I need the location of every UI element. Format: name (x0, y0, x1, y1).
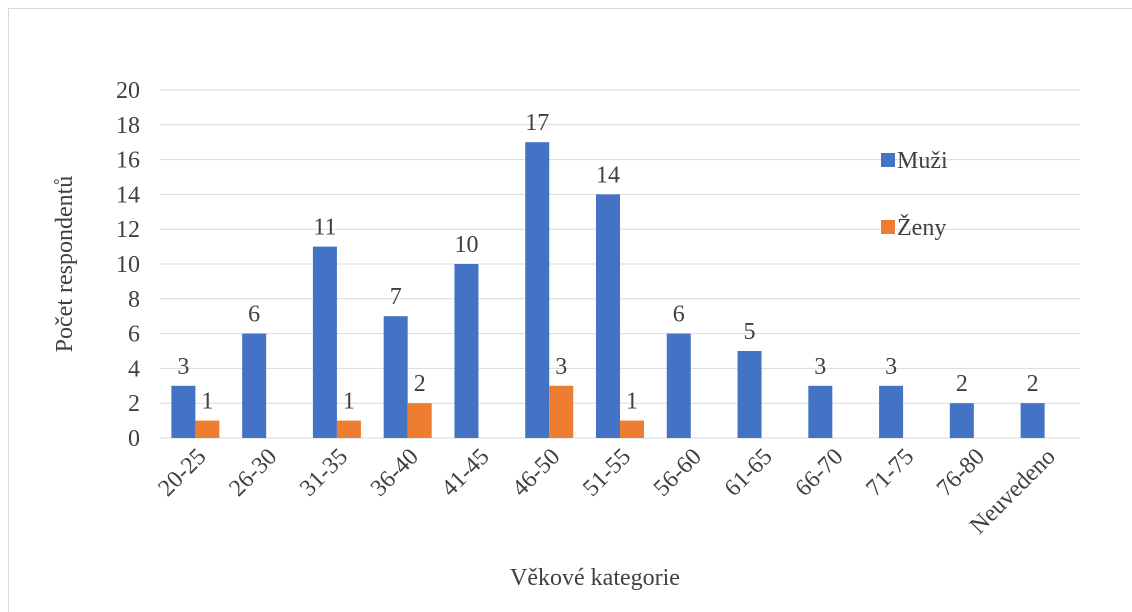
legend-label: Muži (897, 148, 948, 174)
y-tick-label: 4 (128, 356, 140, 382)
data-label: 3 (885, 354, 897, 380)
legend-swatch (881, 220, 895, 234)
bar (383, 316, 408, 438)
bar (171, 385, 196, 438)
bar (620, 420, 644, 438)
bar (336, 420, 361, 438)
y-tick-label: 8 (128, 287, 140, 313)
bar (549, 385, 574, 438)
y-tick-label: 20 (116, 78, 140, 104)
x-tick-label: 76-80 (932, 444, 990, 502)
x-tick-label: 61-65 (720, 444, 778, 502)
x-tick-label: 46-50 (507, 444, 565, 502)
y-tick-label: 2 (128, 391, 140, 417)
x-tick-label: 41-45 (437, 444, 495, 502)
bar (407, 403, 432, 438)
bar (737, 351, 762, 438)
x-axis-title: Věkové kategorie (510, 565, 680, 591)
bar (808, 385, 833, 438)
bar (1020, 403, 1045, 438)
data-label: 1 (626, 389, 638, 415)
x-tick-label: 51-55 (578, 444, 636, 502)
bar (454, 264, 479, 438)
bar (312, 246, 337, 438)
data-label: 3 (555, 354, 567, 380)
data-label: 7 (390, 284, 402, 310)
y-tick-label: 10 (116, 252, 140, 278)
bar (949, 403, 974, 438)
bar (195, 420, 220, 438)
y-tick-label: 16 (116, 148, 140, 174)
data-label: 1 (201, 389, 213, 415)
chart-frame (8, 8, 1132, 612)
data-label: 3 (814, 354, 826, 380)
legend-swatch (881, 153, 895, 167)
y-tick-label: 12 (116, 217, 140, 243)
data-label: 2 (1027, 371, 1039, 397)
y-tick-label: 0 (128, 426, 140, 452)
data-label: 2 (956, 371, 968, 397)
data-label: 11 (313, 215, 336, 241)
data-label: 1 (343, 389, 355, 415)
bar (242, 333, 267, 438)
bar (666, 333, 691, 438)
x-tick-label: 20-25 (154, 444, 212, 502)
data-label: 10 (454, 232, 478, 258)
x-tick-label: 36-40 (366, 444, 424, 502)
data-label: 14 (596, 162, 620, 188)
x-tick-label: 66-70 (790, 444, 848, 502)
y-tick-label: 18 (116, 113, 140, 139)
data-label: 3 (177, 354, 189, 380)
bar (596, 194, 620, 438)
data-label: 6 (248, 302, 260, 328)
data-label: 2 (414, 371, 426, 397)
x-tick-label: 26-30 (224, 444, 282, 502)
y-tick-label: 6 (128, 322, 140, 348)
x-tick-label: 71-75 (861, 444, 919, 502)
data-label: 6 (673, 302, 685, 328)
legend-label: Ženy (897, 215, 946, 241)
data-label: 5 (744, 319, 756, 345)
bar (879, 385, 904, 438)
bar (525, 142, 550, 438)
y-axis-title: Počet respondentů (52, 176, 78, 353)
data-label: 17 (525, 110, 549, 136)
y-tick-label: 14 (116, 182, 140, 208)
x-tick-label: 56-60 (649, 444, 707, 502)
x-tick-label: 31-35 (295, 444, 353, 502)
